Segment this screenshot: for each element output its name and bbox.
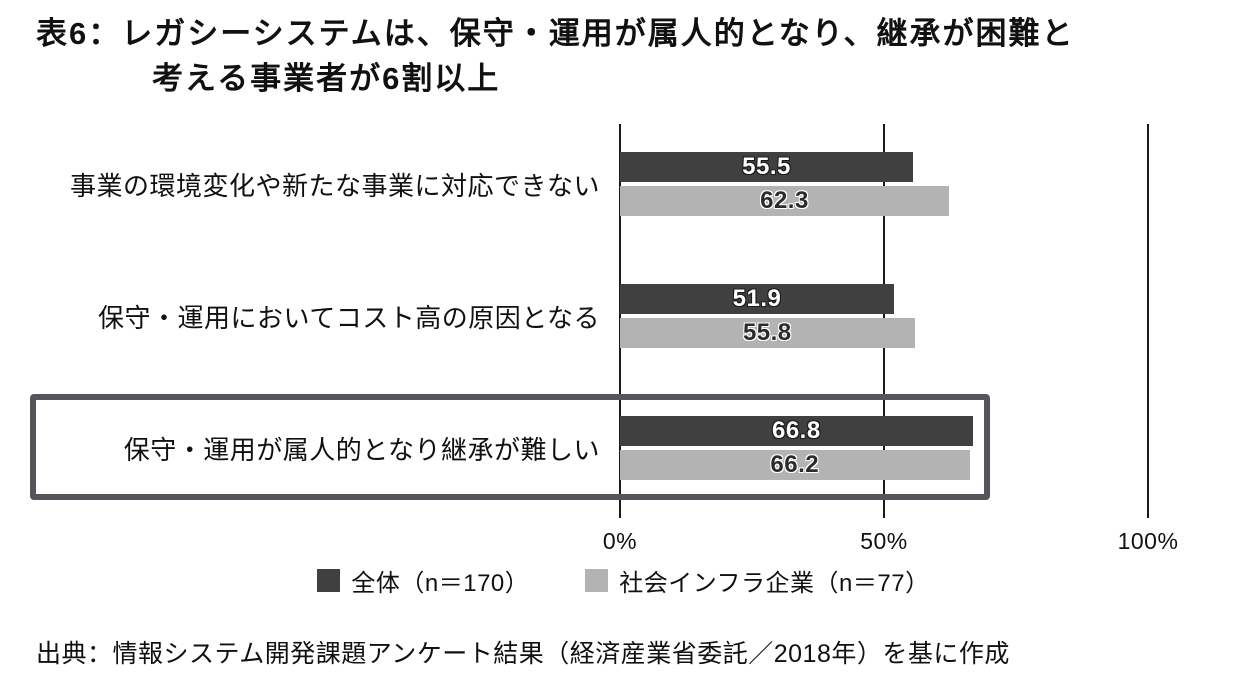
bar-infrastructure: 55.8 [620,318,915,348]
bar-value-label: 66.2 [770,451,820,478]
bar-value-label: 55.5 [742,153,791,180]
chart-row: 保守・運用が属人的となり継承が難しい 66.8 66.2 [0,382,1148,514]
bar-value-label: 62.3 [760,187,809,214]
legend-item: 全体（n＝170） [317,563,529,598]
bar-overall: 51.9 [620,284,895,314]
legend-item: 社会インフラ企業（n＝77） [585,563,929,598]
chart-row: 事業の環境変化や新たな事業に対応できない 55.5 62.3 [0,118,1148,250]
bar-group: 66.8 66.2 [620,416,1148,480]
chart-title: 表6：レガシーシステムは、保守・運用が属人的となり、継承が困難と 考える事業者が… [36,12,1075,102]
bar-value-label: 55.8 [742,319,792,346]
bar-infrastructure: 66.2 [620,450,970,480]
legend: 全体（n＝170） 社会インフラ企業（n＝77） [0,563,1247,598]
x-tick-label: 0% [602,528,638,554]
bar-rows: 事業の環境変化や新たな事業に対応できない 55.5 62.3 保守・運用においてコスト… [0,118,1148,514]
bar-group: 51.9 55.8 [620,284,1148,348]
bar-group: 55.5 62.3 [620,152,1148,216]
chart-title-line2: 考える事業者が6割以上 [152,60,501,96]
legend-label: 全体（n＝170） [351,570,530,597]
bar-overall: 66.8 [620,416,973,446]
category-label: 保守・運用においてコスト高の原因となる [98,302,600,333]
bar-infrastructure: 62.3 [620,186,949,216]
legend-swatch [317,569,341,592]
bar-overall: 55.5 [620,152,914,182]
chart-title-line1: 表6：レガシーシステムは、保守・運用が属人的となり、継承が困難と [36,16,1075,51]
category-label: 事業の環境変化や新たな事業に対応できない [69,170,600,201]
bar-value-label: 66.8 [771,417,821,444]
legend-swatch [585,569,609,592]
bar-value-label: 51.9 [732,285,782,312]
chart-row: 保守・運用においてコスト高の原因となる 51.9 55.8 [0,250,1148,382]
gridline-100pct [1147,124,1149,518]
legend-label: 社会インフラ企業（n＝77） [619,570,930,597]
x-tick-label: 100% [1117,528,1179,554]
x-tick-label: 50% [860,528,908,554]
category-label: 保守・運用が属人的となり継承が難しい [123,434,600,465]
source-note: 出典：情報システム開発課題アンケート結果（経済産業省委託／2018年）を基に作成 [36,640,1010,668]
